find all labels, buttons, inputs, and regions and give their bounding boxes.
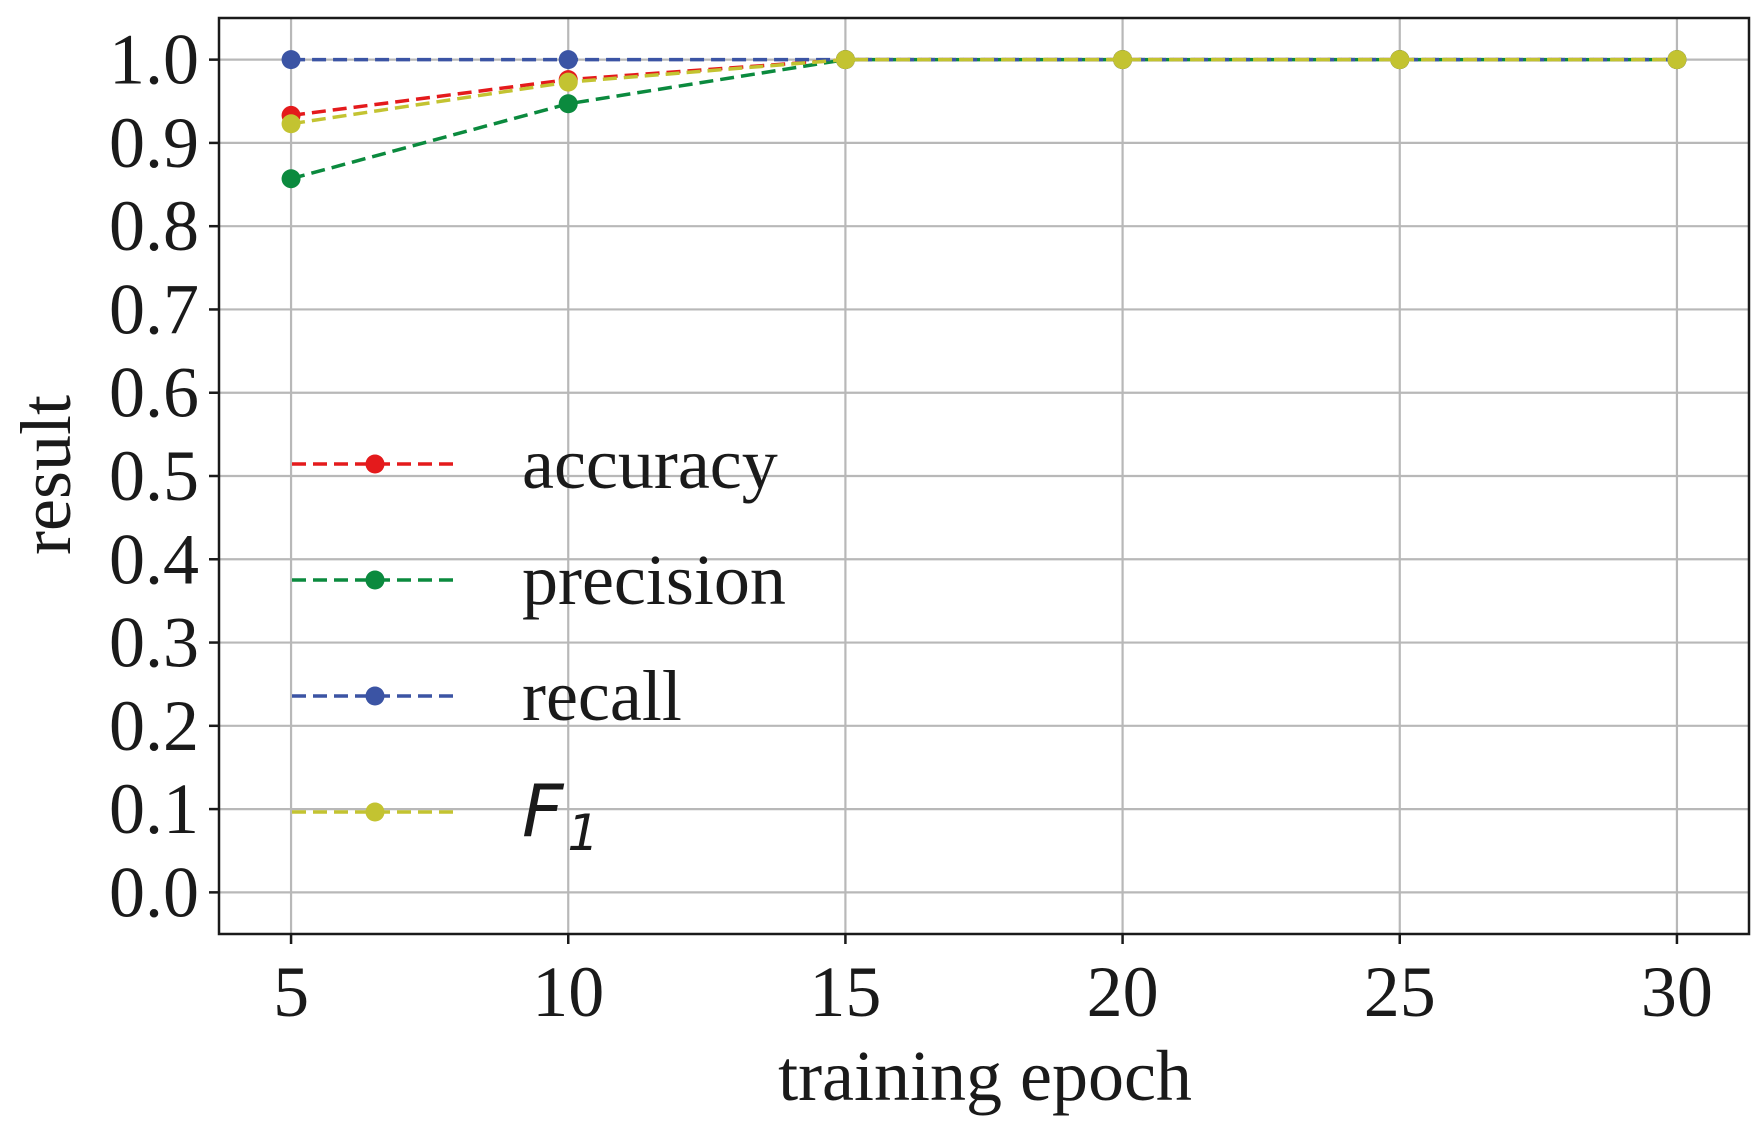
data-point-precision: [558, 94, 578, 114]
series-layer: [281, 50, 1687, 189]
legend-label-f1: F1: [522, 769, 599, 862]
legend-label-accuracy: accuracy: [522, 424, 778, 504]
legend-marker-precision: [365, 570, 385, 590]
x-tick-label: 30: [1641, 952, 1713, 1032]
y-axis-ticks: 0.00.10.20.30.40.50.60.70.80.91.0: [109, 20, 219, 932]
data-point-f1: [1667, 50, 1687, 70]
y-tick-label: 1.0: [109, 20, 199, 100]
y-tick-label: 0.6: [109, 353, 199, 433]
data-point-recall: [281, 50, 301, 70]
data-point-precision: [281, 169, 301, 189]
series-line-f1: [290, 57, 1677, 126]
series-line-accuracy: [290, 57, 1677, 118]
data-point-recall: [558, 50, 578, 70]
grid: [219, 18, 1749, 934]
legend-item-recall: recall: [292, 656, 682, 736]
legend-item-accuracy: accuracy: [292, 424, 778, 504]
x-axis-ticks: 5 10 15 20 25 30: [273, 934, 1713, 1032]
x-tick-label: 20: [1087, 952, 1159, 1032]
x-tick-label: 15: [809, 952, 881, 1032]
data-point-f1: [835, 50, 855, 70]
legend-label-precision: precision: [522, 540, 786, 620]
x-axis-label: training epoch: [778, 1036, 1192, 1116]
y-tick-label: 0.9: [109, 103, 199, 183]
y-tick-label: 0.4: [109, 519, 199, 599]
series-f1: [281, 50, 1687, 134]
legend-item-precision: precision: [292, 540, 786, 620]
y-tick-label: 0.3: [109, 603, 199, 683]
y-axis-label: result: [6, 395, 86, 555]
y-tick-label: 0.7: [109, 269, 199, 349]
data-point-f1: [1113, 50, 1133, 70]
legend-label-recall: recall: [522, 656, 682, 736]
y-tick-label: 0.8: [109, 186, 199, 266]
legend-marker-recall: [365, 686, 385, 706]
data-point-f1: [558, 72, 578, 92]
data-point-f1: [1390, 50, 1410, 70]
y-tick-label: 0.1: [109, 769, 199, 849]
y-tick-label: 0.0: [109, 852, 199, 932]
legend-item-f1: F1: [292, 769, 599, 862]
y-tick-label: 0.2: [109, 686, 199, 766]
x-tick-label: 25: [1364, 952, 1436, 1032]
legend-marker-f1: [365, 802, 385, 822]
legend-marker-accuracy: [365, 454, 385, 474]
y-tick-label: 0.5: [109, 436, 199, 516]
series-line-precision: [290, 57, 1677, 181]
x-tick-label: 5: [273, 952, 309, 1032]
series-precision: [281, 50, 1687, 189]
x-tick-label: 10: [532, 952, 604, 1032]
data-point-f1: [281, 114, 301, 134]
legend-subscript: 1: [567, 804, 599, 862]
